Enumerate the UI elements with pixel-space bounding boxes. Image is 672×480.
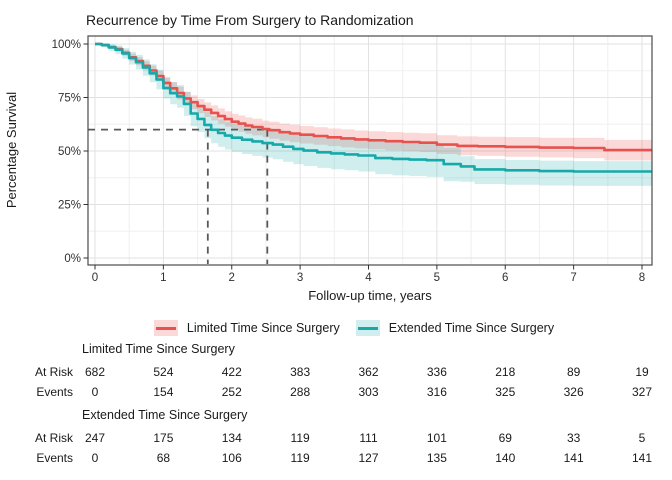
at-risk-value: 119 (290, 431, 310, 445)
y-tick-labels: 0% 25% 50% 75% 100% (52, 39, 81, 265)
survival-chart: 0 1 2 3 4 5 6 7 8 0% 25% 50% 75% 100% Recurrence by … (4, 12, 653, 303)
y-tick-label: 0% (64, 253, 81, 265)
y-tick-label: 25% (58, 200, 81, 212)
at-risk-value: 19 (635, 365, 649, 379)
at-risk-value: 247 (84, 431, 106, 445)
events-value: 140 (495, 451, 516, 465)
at-risk-value: 682 (84, 365, 106, 379)
events-value: 325 (495, 385, 516, 399)
x-tick-label: 3 (297, 272, 303, 284)
y-tick-label: 100% (52, 39, 81, 51)
events-value: 154 (153, 385, 174, 399)
risk-table-row-label-events: Events (36, 451, 73, 465)
at-risk-value: 89 (566, 365, 581, 379)
legend-entry-limited: Limited Time Since Surgery (153, 320, 340, 336)
at-risk-value: 134 (221, 431, 242, 445)
reference-dashed-lines (88, 128, 269, 264)
events-value: 135 (426, 451, 447, 465)
legend-key-limited-swatch (153, 320, 178, 336)
x-tick-label: 6 (502, 272, 508, 284)
events-value: 141 (631, 451, 653, 465)
risk-table-row-label-at-risk: At Risk (34, 365, 73, 379)
at-risk-value: 336 (426, 365, 447, 379)
survival-curve-limited (95, 42, 652, 152)
risk-table-row-label-at-risk: At Risk (34, 431, 73, 445)
events-value: 326 (563, 385, 584, 399)
events-value: 0 (91, 385, 99, 399)
survival-curves (95, 42, 652, 173)
survival-curve-extended (95, 42, 652, 173)
x-tick-label: 7 (570, 272, 576, 284)
legend-label-limited: Limited Time Since Surgery (186, 321, 340, 335)
at-risk-value: 218 (495, 365, 516, 379)
legend-key-extended-line (357, 326, 378, 330)
y-axis-title: Percentage Survival (4, 92, 19, 208)
x-tick-label: 2 (229, 272, 235, 284)
at-risk-value: 524 (153, 365, 174, 379)
risk-table-row-label-events: Events (36, 385, 73, 399)
events-value: 0 (91, 451, 99, 465)
x-tick-labels: 0 1 2 3 4 5 6 7 8 (92, 272, 645, 284)
legend-key-limited-line (155, 326, 176, 330)
events-value: 141 (563, 451, 584, 465)
at-risk-value: 422 (221, 365, 242, 379)
events-value: 119 (290, 451, 310, 465)
x-tick-label: 1 (160, 272, 166, 284)
x-tick-label: 5 (434, 272, 440, 284)
at-risk-value: 383 (290, 365, 311, 379)
x-axis-title: Follow-up time, years (308, 288, 432, 303)
legend-key-extended-swatch (355, 320, 380, 336)
events-value: 68 (156, 451, 171, 465)
at-risk-value: 33 (566, 431, 581, 445)
at-risk-value: 5 (638, 431, 646, 445)
risk-table-group-header: Extended Time Since Surgery (82, 408, 248, 422)
events-value: 106 (221, 451, 242, 465)
chart-title: Recurrence by Time From Surgery to Rando… (86, 12, 414, 28)
events-value: 303 (358, 385, 379, 399)
y-tick-label: 75% (58, 93, 81, 105)
at-risk-value: 101 (426, 431, 447, 445)
confidence-band-extended (95, 44, 652, 186)
at-risk-value: 111 (359, 431, 378, 445)
events-value: 316 (426, 385, 447, 399)
axis-tick-marks (83, 43, 643, 270)
legend-entry-extended: Extended Time Since Surgery (355, 320, 555, 336)
events-value: 252 (221, 385, 242, 399)
events-value: 327 (631, 385, 653, 399)
at-risk-value: 175 (153, 431, 174, 445)
x-tick-label: 0 (92, 272, 98, 284)
events-value: 127 (358, 451, 379, 465)
at-risk-value: 362 (358, 365, 379, 379)
events-value: 288 (290, 385, 311, 399)
risk-table-group-header: Limited Time Since Surgery (82, 342, 235, 356)
legend: Limited Time Since Surgery Extended Time… (0, 319, 672, 337)
at-risk-value: 69 (498, 431, 512, 445)
x-tick-label: 4 (365, 272, 372, 284)
x-tick-label: 8 (639, 272, 645, 284)
major-gridlines (88, 36, 652, 265)
y-tick-label: 50% (58, 146, 81, 158)
legend-label-extended: Extended Time Since Surgery (388, 321, 555, 335)
